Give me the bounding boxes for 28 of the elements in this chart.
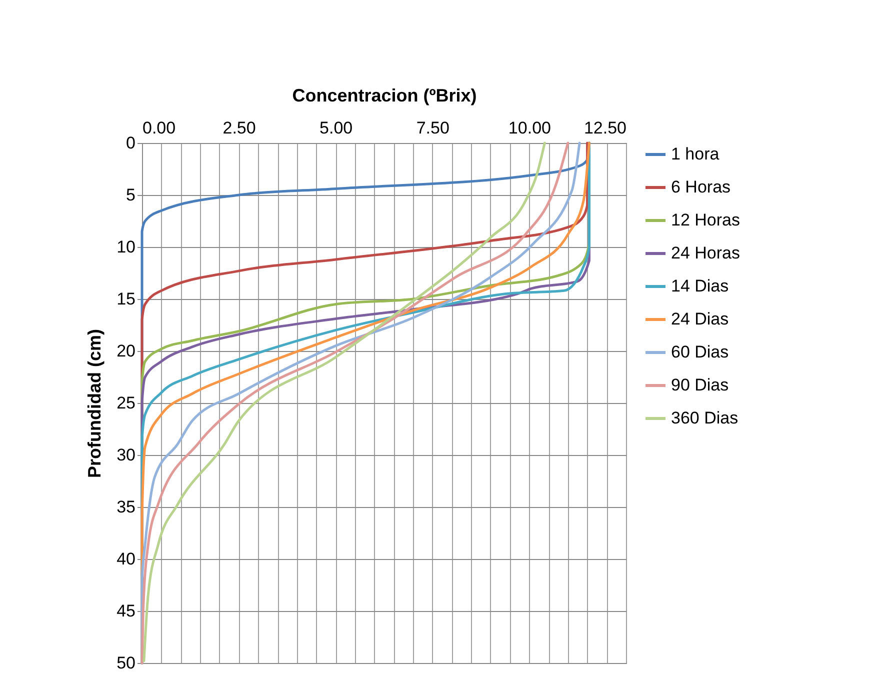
legend-label: 360 Dias xyxy=(671,408,738,428)
legend-label: 60 Dias xyxy=(671,342,729,362)
y-tick-label: 50 xyxy=(116,654,136,672)
y-tick-label: 0 xyxy=(126,134,136,152)
x-tick-label: 5.00 xyxy=(320,118,353,138)
y-tick-label: 20 xyxy=(116,342,136,360)
y-tick-label: 30 xyxy=(116,446,136,464)
x-tick-label: 0.00 xyxy=(142,118,176,138)
y-tick-label: 35 xyxy=(116,498,136,516)
legend-label: 12 Horas xyxy=(671,210,740,230)
y-tick-label: 40 xyxy=(116,550,136,568)
x-axis-title: Concentracion (ºBrix) xyxy=(292,86,477,106)
y-tick-label: 5 xyxy=(126,186,136,204)
x-tick-label: 2.50 xyxy=(222,118,256,138)
x-tick-label: 12.50 xyxy=(584,118,626,138)
legend-label: 14 Dias xyxy=(671,276,729,296)
x-tick-label: 10.00 xyxy=(508,118,551,138)
legend-label: 6 Horas xyxy=(671,178,731,196)
legend-label: 24 Dias xyxy=(671,310,729,328)
y-tick-label: 25 xyxy=(116,394,136,412)
y-tick-label: 15 xyxy=(116,290,136,308)
y-axis-title: Profundidad (cm) xyxy=(84,329,105,478)
legend-label: 90 Dias xyxy=(671,376,729,394)
legend-label: 24 Horas xyxy=(671,244,740,262)
y-tick-label: 45 xyxy=(116,602,136,620)
y-tick-label: 10 xyxy=(116,238,136,256)
x-tick-label: 7.50 xyxy=(416,118,450,138)
legend-label: 1 hora xyxy=(671,144,720,164)
